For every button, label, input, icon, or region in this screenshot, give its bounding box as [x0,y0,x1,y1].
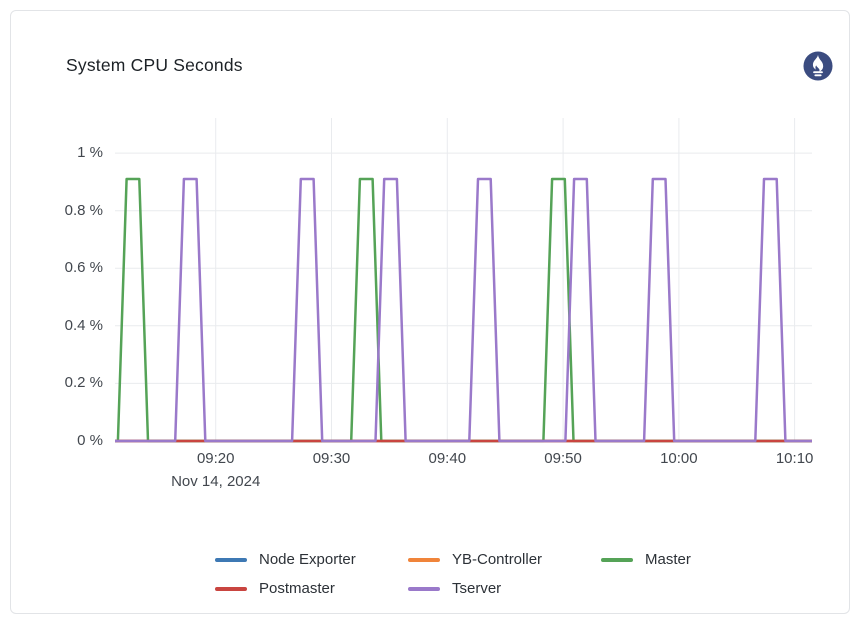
x-tick-label: 10:10 [775,450,814,467]
x-tick-label: 09:20 [196,450,235,467]
prometheus-icon [803,51,833,81]
x-tick-label: 09:50 [544,450,582,467]
y-tick-label: 0.8 % [64,201,103,219]
legend-label: Node Exporter [259,551,356,568]
legend-label: Master [645,551,691,568]
legend-item-yb-controller[interactable]: YB-Controller [408,549,601,570]
y-tick-label: 0 % [77,432,103,449]
legend-item-postmaster[interactable]: Postmaster [215,578,408,599]
chart-legend: Node Exporter YB-Controller Master Postmast… [215,549,794,599]
legend-label: YB-Controller [452,551,543,568]
legend-item-node-exporter[interactable]: Node Exporter [215,549,408,570]
legend-label: Postmaster [259,580,335,597]
legend-item-master[interactable]: Master [601,549,794,570]
x-tick-label: 10:00 [660,450,698,467]
legend-swatch-node-exporter [215,557,247,562]
y-tick-label: 0.2 % [64,374,103,392]
y-tick-label: 0.4 % [64,316,103,334]
x-tick-label: 09:40 [428,450,467,467]
legend-swatch-yb-controller [408,557,440,562]
x-tick-label: 09:30 [312,450,351,467]
y-axis-tick-labels: 0 % 0.2 % 0.4 % 0.6 % 0.8 % 1 % [0,0,105,500]
chart-card: System CPU Seconds [10,10,850,614]
legend-item-tserver[interactable]: Tserver [408,578,601,599]
legend-swatch-postmaster [215,586,247,591]
x-axis-tick-labels: 09:20 Nov 14, 2024 09:30 09:40 09:50 10:00 10:… [171,450,814,490]
chart-title: System CPU Seconds [66,55,243,75]
series-line-tserver [115,177,812,443]
y-tick-label: 1 % [77,144,103,162]
x-axis-date-label: Nov 14, 2024 [171,473,261,490]
legend-swatch-tserver [408,586,440,591]
y-tick-label: 0.6 % [64,259,103,277]
legend-swatch-master [601,557,633,562]
legend-label: Tserver [452,580,502,597]
series-line-master [115,177,812,443]
